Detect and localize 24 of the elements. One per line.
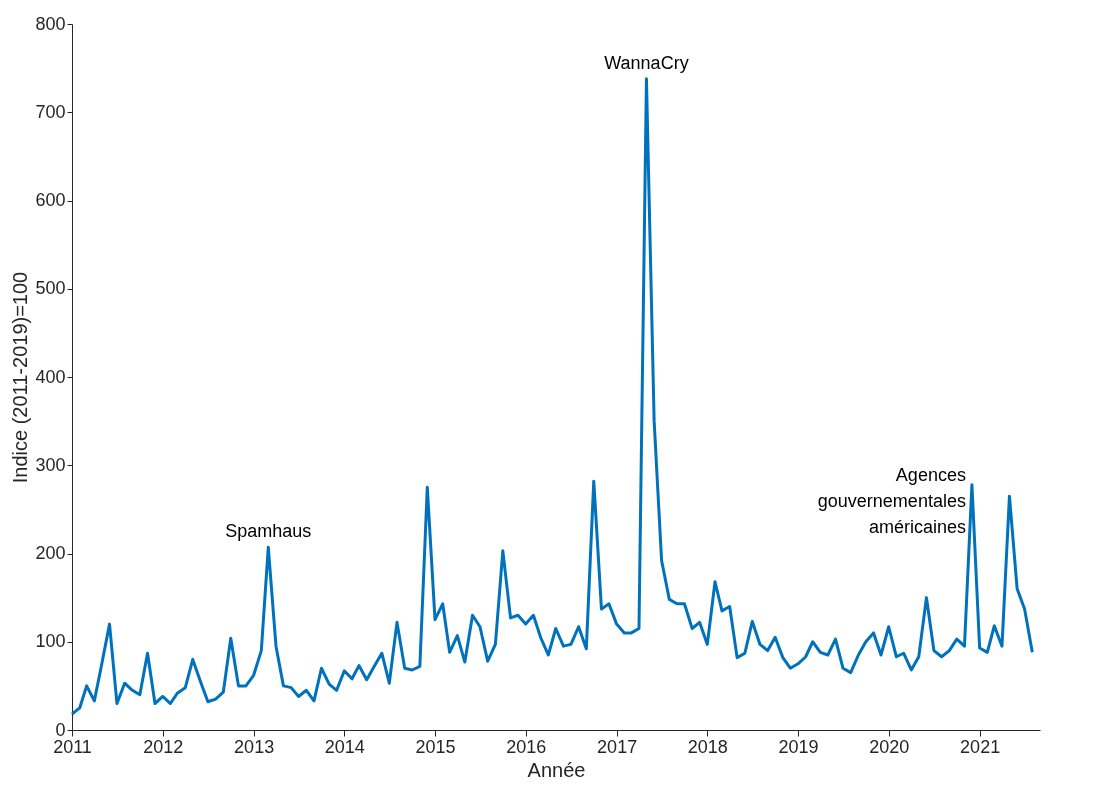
x-tick-label: 2020 [869, 736, 910, 757]
x-tick-label: 2017 [597, 736, 638, 757]
y-tick-label: 700 [35, 101, 66, 122]
y-tick-label: 100 [35, 631, 66, 652]
annotation: WannaCry [604, 52, 689, 73]
x-tick-label: 2013 [234, 736, 275, 757]
y-tick-label: 200 [35, 543, 66, 563]
x-tick-label: 2012 [143, 736, 184, 757]
x-tick-label: 2016 [506, 736, 547, 757]
line-series [70, 77, 1034, 716]
y-tick-label: 300 [35, 454, 66, 475]
y-axis-title: Indice (2011-2019)=100 [9, 271, 32, 484]
x-tick-label: 2019 [778, 736, 819, 757]
x-tick-label: 2021 [960, 736, 1001, 757]
x-tick-label: 2015 [415, 736, 456, 757]
x-tick-label: 2018 [687, 736, 728, 757]
y-tick-label: 800 [35, 13, 66, 34]
y-tick-label: 500 [35, 278, 66, 299]
annotation: Agences gouvernementales américaines [817, 464, 966, 537]
y-tick-label: 600 [35, 190, 66, 210]
x-axis-title: Année [527, 758, 586, 781]
x-tick-label: 2014 [324, 736, 365, 757]
y-tick-label: 400 [35, 366, 66, 387]
annotation: Spamhaus [225, 521, 312, 542]
